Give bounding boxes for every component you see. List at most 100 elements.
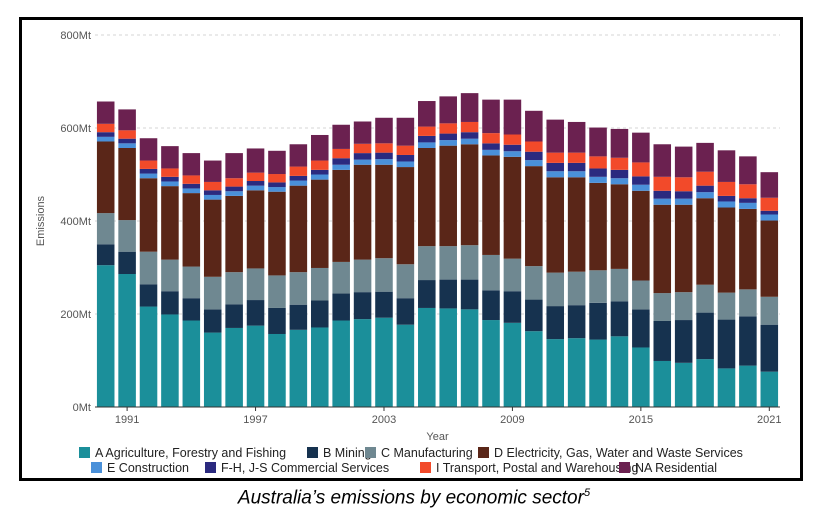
stacked-bar-chart: 0Mt 200Mt 400Mt 600Mt 800Mt 1991 1997 2003 2009…	[35, 30, 782, 475]
bar-segment-2001-s5	[332, 158, 350, 165]
legend-entry: I Transport, Postal and Warehousing	[436, 461, 638, 475]
bar-segment-2013-s7	[589, 127, 607, 157]
bar-segment-1999-s0	[289, 329, 308, 407]
bar-segment-2002-s6	[353, 143, 372, 154]
x-tick-label: 2021	[757, 414, 781, 426]
bar-segment-2010-s4	[525, 160, 543, 167]
bar-segment-1995-s1	[203, 309, 222, 333]
bar-segment-1990-s3	[96, 141, 115, 214]
bar-segment-1998-s3	[268, 191, 286, 276]
bar-segment-1995-s6	[203, 181, 222, 191]
bar-segment-2015-s3	[632, 190, 650, 281]
bar-segment-2009-s1	[503, 291, 522, 323]
y-tick-label: 800Mt	[60, 30, 91, 42]
legend-swatch	[91, 462, 102, 473]
bar-segment-2007-s4	[460, 138, 479, 145]
bar-segment-2000-s1	[310, 300, 329, 328]
bar-segment-1994-s1	[182, 298, 201, 321]
bar-segment-2006-s7	[439, 96, 457, 124]
bar-segment-2000-s0	[310, 327, 329, 407]
bar-segment-1995-s2	[203, 276, 222, 310]
legend-entry: NA Residential	[635, 461, 717, 475]
bar-segment-1991-s7	[118, 109, 136, 131]
bar-segment-2020-s1	[739, 316, 757, 366]
bar-segment-1990-s4	[96, 136, 115, 142]
bar-segment-2019-s1	[717, 319, 736, 369]
bar-segment-1997-s0	[246, 325, 265, 408]
bar-segment-2009-s7	[503, 99, 522, 135]
x-tick-label: 2015	[629, 414, 653, 426]
bar-segment-2011-s0	[546, 339, 565, 407]
bar-segment-2021-s5	[760, 210, 779, 215]
legend-entry: B Mining	[323, 446, 372, 460]
bar-segment-1992-s6	[139, 160, 158, 169]
bar-segment-1992-s3	[139, 178, 158, 252]
bar-segment-1990-s6	[96, 123, 115, 133]
bar-segment-1992-s5	[139, 168, 158, 174]
bar-segment-2007-s7	[460, 93, 479, 122]
chart-frame: 0Mt 200Mt 400Mt 600Mt 800Mt 1991 1997 2003 2009…	[19, 17, 803, 481]
bar-segment-2005-s7	[418, 101, 436, 127]
bar-segment-2003-s4	[375, 159, 393, 165]
bar-segment-2012-s1	[567, 305, 586, 339]
bar-segment-1992-s1	[139, 284, 158, 307]
bar-segment-2016-s7	[653, 144, 672, 177]
bar-segment-1999-s4	[289, 180, 308, 186]
y-axis-ticks: 0Mt 200Mt 400Mt 600Mt 800Mt	[60, 30, 91, 414]
bar-segment-2020-s4	[739, 202, 757, 209]
bar-segment-2015-s7	[632, 132, 650, 163]
bar-segment-2004-s1	[396, 298, 415, 325]
bar-segment-2014-s4	[610, 178, 629, 185]
bar-segment-2016-s0	[653, 360, 672, 407]
bar-segment-2020-s5	[739, 198, 757, 203]
bar-segment-2008-s5	[482, 143, 500, 150]
bar-segment-2003-s1	[375, 291, 393, 318]
bar-segment-2021-s6	[760, 197, 779, 211]
bar-segment-1992-s2	[139, 251, 158, 285]
bar-segment-2001-s2	[332, 261, 350, 294]
bar-segment-2008-s0	[482, 320, 500, 407]
bar-segment-2002-s0	[353, 319, 372, 407]
bar-segment-2006-s0	[439, 308, 457, 407]
bar-segment-2016-s1	[653, 320, 672, 361]
x-axis-ticks: 1991 1997 2003 2009 2015 2021	[115, 407, 782, 426]
bar-segment-1995-s3	[203, 199, 222, 277]
bar-segment-2007-s5	[460, 132, 479, 139]
legend-entry: D Electricity, Gas, Water and Waste Serv…	[494, 446, 743, 460]
bar-segment-1991-s5	[118, 138, 136, 144]
x-axis-title: Year	[426, 431, 449, 443]
bar-segment-1991-s1	[118, 251, 136, 275]
bar-segment-2005-s0	[418, 307, 436, 407]
bar-segment-2017-s5	[674, 191, 693, 199]
bar-segment-2013-s3	[589, 182, 607, 271]
bar-segment-2004-s7	[396, 117, 415, 146]
bar-segment-2000-s6	[310, 160, 329, 170]
bar-segment-2004-s5	[396, 154, 415, 162]
bar-segment-2010-s7	[525, 110, 543, 142]
legend-swatch	[619, 462, 630, 473]
bar-segment-2007-s6	[460, 121, 479, 133]
bar-segment-1992-s4	[139, 173, 158, 179]
bar-segment-2005-s1	[418, 280, 436, 308]
bar-segment-2013-s6	[589, 156, 607, 169]
bar-segment-2011-s5	[546, 162, 565, 172]
bar-segment-1999-s3	[289, 185, 308, 273]
bar-segment-2002-s2	[353, 259, 372, 293]
bar-segment-2005-s5	[418, 135, 436, 143]
bar-segment-2000-s4	[310, 174, 329, 180]
legend-swatch	[307, 447, 318, 458]
bar-segment-2003-s7	[375, 117, 393, 144]
bar-segment-2018-s2	[696, 284, 714, 313]
bar-segment-2003-s0	[375, 317, 393, 407]
bar-segment-1993-s5	[161, 176, 179, 182]
bar-segment-2013-s2	[589, 270, 607, 303]
y-tick-label: 600Mt	[60, 123, 91, 135]
bar-segment-2012-s7	[567, 121, 586, 153]
bar-segment-1995-s7	[203, 160, 222, 182]
bar-segment-1998-s6	[268, 174, 286, 183]
bar-segment-2018-s7	[696, 142, 714, 172]
bar-segment-1997-s5	[246, 181, 265, 186]
bar-segment-2006-s3	[439, 145, 457, 247]
bar-segment-1997-s7	[246, 148, 265, 173]
bar-segment-1990-s5	[96, 132, 115, 137]
